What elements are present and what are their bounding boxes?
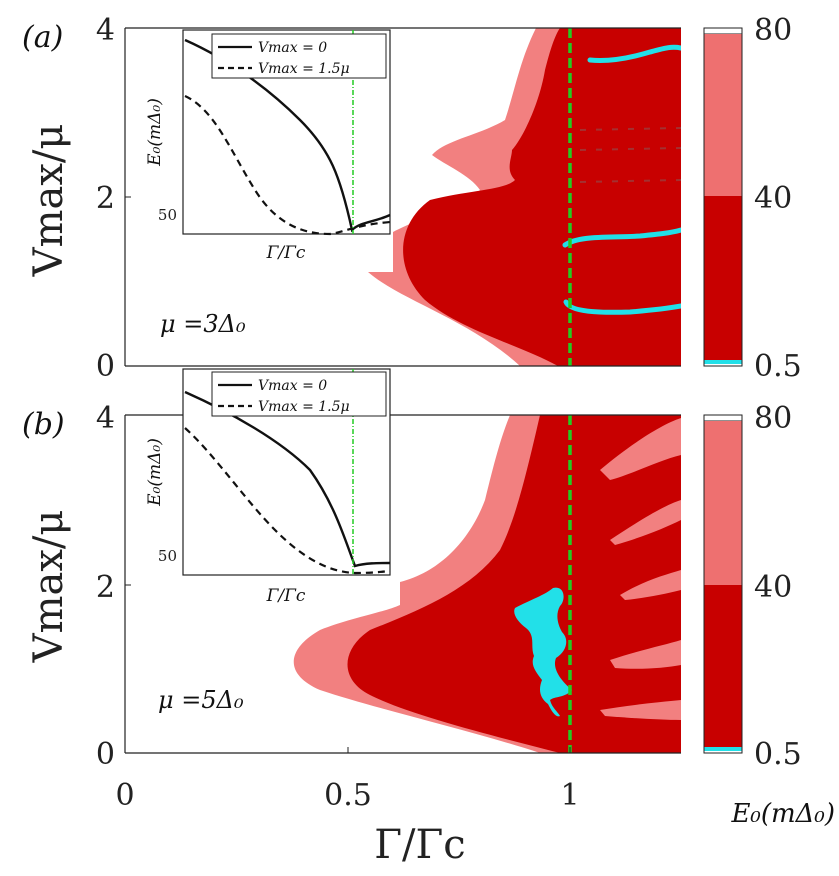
panel-b-annotation: μ =5Δ₀: [158, 686, 244, 714]
inset-b-legend-dashed: Vmax = 1.5μ: [258, 399, 350, 415]
inset-b-solid-curve: [184, 390, 391, 568]
panel-b-cyan-blob: [514, 587, 572, 717]
panel-b-inset: Vmax = 0 Vmax = 1.5μ 50 E₀(mΔ₀) Γ/Γc: [145, 368, 391, 606]
inset-b-legend-solid: Vmax = 0: [258, 378, 327, 394]
panel-b-xtick-0: 0: [115, 778, 134, 813]
panel-b-colorbar: 80 40 0.5 E₀(mΔ₀): [703, 401, 835, 829]
colorbar-b-tick-40: 40: [754, 570, 792, 605]
inset-a-dashed-curve: [184, 95, 391, 236]
panel-b-dark-region: [347, 415, 681, 753]
inset-b-xlabel: Γ/Γc: [266, 586, 306, 606]
panel-b-ytick-4: 4: [96, 401, 115, 436]
colorbar-b-tick-05: 0.5: [754, 737, 802, 772]
panel-a-dark-region: [403, 28, 681, 366]
colorbar-a-tick-80: 80: [754, 13, 792, 48]
inset-a-ylabel: E₀(mΔ₀): [145, 98, 165, 167]
panel-a: 0 2 4 (a) μ =3Δ₀ Vmax/μ Vmax = 0 Vmax = …: [22, 13, 802, 384]
colorbar-b-tick-80: 80: [754, 401, 792, 436]
panel-b-ytick-0: 0: [96, 737, 115, 772]
inset-b-dashed-curve: [184, 427, 391, 575]
panel-a-ytick-0: 0: [96, 349, 115, 384]
colorbar-a-tick-40: 40: [754, 181, 792, 216]
colorbar-label: E₀(mΔ₀): [730, 799, 835, 829]
panel-a-faint-streaks: [579, 127, 681, 183]
panel-a-ytick-4: 4: [96, 13, 115, 48]
inset-a-xlabel: Γ/Γc: [266, 243, 306, 263]
panel-b-ytick-2: 2: [96, 570, 115, 605]
panel-a-annotation: μ =3Δ₀: [160, 310, 246, 338]
panel-a-ytick-2: 2: [96, 181, 115, 216]
panel-b-xtick-1: 1: [560, 778, 579, 813]
panel-b: 0 2 4 0 0.5 1 (b) μ =5Δ₀ Vmax/μ Γ/Γc Vma…: [22, 368, 835, 868]
colorbar-a-tick-05: 0.5: [754, 349, 802, 384]
panel-a-colorbar: 80 40 0.5: [703, 13, 802, 384]
panel-a-inset: Vmax = 0 Vmax = 1.5μ 50 E₀(mΔ₀) Γ/Γc: [145, 29, 391, 263]
panel-b-lobes: [600, 418, 681, 720]
inset-a-legend-solid: Vmax = 0: [258, 40, 327, 56]
inset-a-ytick: 50: [158, 206, 177, 224]
panel-a-ylabel: Vmax/μ: [26, 124, 72, 278]
panel-b-label: (b): [22, 407, 65, 442]
inset-a-legend-dashed: Vmax = 1.5μ: [258, 61, 350, 77]
inset-b-ytick: 50: [158, 547, 177, 565]
x-axis-label: Γ/Γc: [374, 822, 465, 868]
panel-a-cyan-features: [562, 44, 681, 315]
inset-b-ylabel: E₀(mΔ₀): [145, 438, 165, 507]
panel-b-ylabel: Vmax/μ: [26, 510, 72, 664]
panel-a-label: (a): [22, 20, 63, 55]
panel-b-xtick-05: 0.5: [324, 778, 372, 813]
